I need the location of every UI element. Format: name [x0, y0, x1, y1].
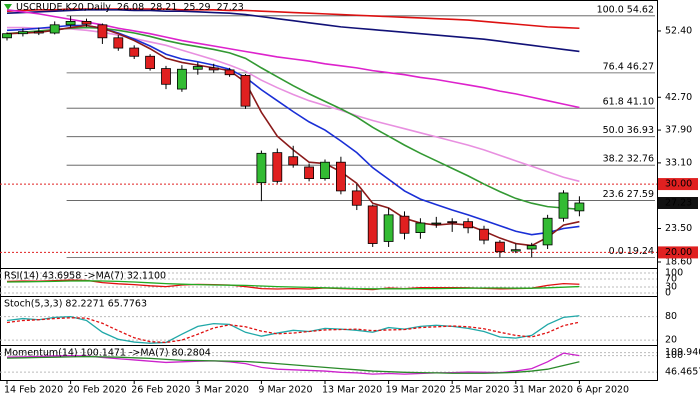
price-level-label: 20.00 [665, 247, 692, 258]
candle-body [288, 156, 299, 166]
y-tick-label: 100 [665, 268, 683, 279]
y-tick-label: 46.4657 [665, 367, 700, 378]
candle-body [129, 47, 140, 57]
candle-body [367, 205, 378, 244]
y-tick-label: 100 [665, 350, 683, 361]
candle-body [510, 249, 521, 252]
candle-body [431, 222, 442, 225]
plot-frame [0, 0, 658, 381]
indicator-title: Momentum(14) 100.1471 ->MA(7) 80.2804 [4, 348, 211, 359]
candle-body [335, 161, 346, 192]
candle-body [494, 241, 505, 253]
chart-title: USCRUDE,K20,Daily [16, 2, 111, 13]
x-tick-label: 14 Feb 2020 [4, 385, 63, 396]
candle-body [479, 228, 489, 241]
candle-body [447, 221, 458, 224]
header-icon [4, 4, 12, 10]
candle-body [304, 166, 315, 180]
y-tick-label: 80 [665, 311, 677, 322]
candle-body [81, 21, 92, 25]
ohlc-close: 27.23 [216, 2, 244, 13]
fib-label: 100.0 54.62 [597, 4, 654, 15]
current-price-box [658, 197, 698, 210]
candle-body [399, 215, 410, 234]
fib-label: 23.6 27.59 [603, 189, 654, 200]
fib-label: 61.8 41.10 [603, 97, 654, 108]
chart-header: USCRUDE,K20,Daily 26.08 28.21 25.29 27.2… [16, 2, 247, 13]
candle-body [351, 190, 362, 206]
candle-body [256, 152, 267, 184]
y-tick-label: 18.60 [665, 256, 692, 267]
x-tick-label: 13 Mar 2020 [322, 385, 382, 396]
x-tick-label: 9 Mar 2020 [258, 385, 312, 396]
candle-body [526, 245, 537, 250]
ohlc-high: 28.21 [150, 2, 178, 13]
indicator-title: RSI(14) 43.6958 ->MA(7) 32.1100 [4, 271, 166, 282]
y-tick-label: 70 [665, 274, 677, 285]
candle-body [145, 55, 156, 69]
candle-body [463, 221, 474, 229]
price-level-box [658, 178, 698, 191]
indicator-line [6, 317, 580, 344]
y-tick-label: 20 [665, 335, 677, 346]
x-tick-label: 3 Mar 2020 [195, 385, 249, 396]
candle-body [224, 69, 235, 76]
moving-average [6, 24, 580, 236]
ohlc-low: 25.29 [183, 2, 211, 13]
fib-label: 0.0 19.24 [609, 246, 654, 257]
y-tick-label: 42.70 [665, 92, 692, 103]
candle-body [320, 161, 330, 180]
candle-body [33, 31, 44, 34]
candle-body [113, 37, 124, 49]
candle-body [272, 152, 283, 182]
x-tick-label: 26 Feb 2020 [131, 385, 190, 396]
x-tick-label: 19 Mar 2020 [386, 385, 446, 396]
candle-body [192, 66, 203, 70]
y-tick-label: 30 [665, 282, 677, 293]
indicator-line [6, 315, 580, 344]
price-level-box [658, 246, 698, 259]
price-level-label: 30.00 [665, 179, 692, 190]
y-tick-label: 109.9407 [665, 347, 700, 358]
y-tick-label: 37.90 [665, 125, 692, 136]
candle-body [49, 24, 60, 34]
x-tick-label: 20 Feb 2020 [68, 385, 127, 396]
indicator-line [6, 280, 580, 290]
candle-body [176, 68, 187, 90]
candle-body [542, 217, 553, 246]
indicator-title: Stoch(5,3,3) 82.2271 65.7763 [4, 299, 147, 310]
indicator-line [6, 355, 580, 374]
candle-body [574, 202, 585, 212]
y-tick-label: 0 [665, 288, 671, 299]
candle-body [383, 214, 394, 242]
y-tick-label: 23.50 [665, 223, 692, 234]
ohlc-open: 26.08 [116, 2, 145, 13]
candle-body [240, 74, 251, 107]
fib-label: 76.4 46.27 [603, 61, 654, 72]
candle-body [415, 222, 426, 233]
moving-average [6, 8, 580, 53]
candle-body [97, 24, 108, 39]
candle-body [65, 21, 76, 26]
candle-body [558, 192, 569, 219]
y-tick-label: 33.10 [665, 157, 692, 168]
fib-label: 38.2 32.76 [603, 154, 654, 165]
x-tick-label: 31 Mar 2020 [513, 385, 573, 396]
x-tick-label: 6 Apr 2020 [576, 385, 629, 396]
moving-average [6, 26, 580, 211]
candle-body [17, 31, 28, 35]
candle-body [161, 68, 171, 85]
current-price-label: 27.23 [665, 198, 692, 209]
moving-average [6, 8, 580, 109]
candle-body [208, 67, 219, 71]
y-tick-label: 52.40 [665, 25, 692, 36]
x-tick-label: 25 Mar 2020 [449, 385, 509, 396]
fib-label: 50.0 36.93 [603, 125, 654, 136]
candle-body [2, 33, 12, 39]
